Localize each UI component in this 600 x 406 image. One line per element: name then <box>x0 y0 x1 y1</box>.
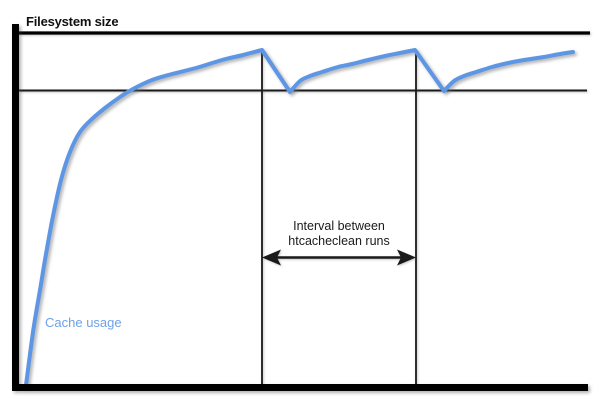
cleanup-run-lines <box>261 50 417 387</box>
cache-usage-curve <box>24 48 575 387</box>
interval-arrow-right-head <box>397 249 416 266</box>
interval-arrow <box>262 249 416 266</box>
interval-label-line1: Interval between <box>293 219 385 233</box>
interval-label-line2: htcacheclean runs <box>288 233 390 248</box>
cache-usage-line <box>24 48 575 387</box>
xy-axes <box>12 24 588 391</box>
axes-path <box>12 24 588 391</box>
interval-label: Interval between htcacheclean runs <box>269 219 409 248</box>
cache-usage-label: Cache usage <box>45 315 122 330</box>
interval-arrow-left-head <box>262 249 281 266</box>
filesystem-size-label: Filesystem size <box>26 14 119 29</box>
